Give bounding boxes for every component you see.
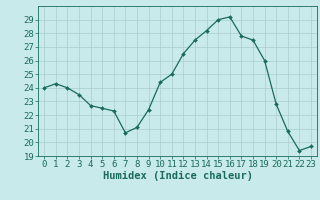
X-axis label: Humidex (Indice chaleur): Humidex (Indice chaleur) [103, 171, 252, 181]
